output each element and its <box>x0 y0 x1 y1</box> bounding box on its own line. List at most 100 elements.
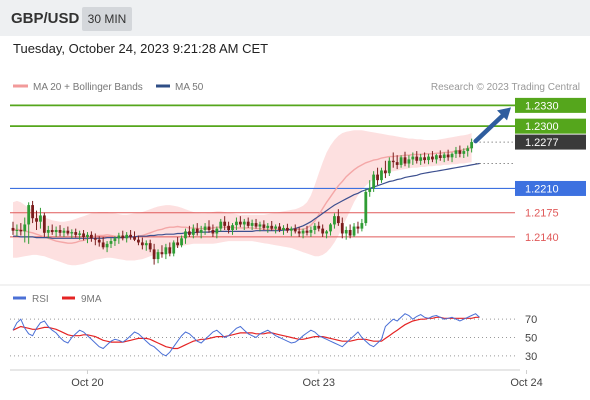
level-label-support1: 1.2175 <box>525 208 559 220</box>
candle-body <box>278 226 281 230</box>
candle-body <box>270 225 274 229</box>
candle-body <box>262 224 266 228</box>
rsi-line <box>12 313 480 357</box>
x-tick-label: Oct 24 <box>510 377 542 389</box>
candle-body <box>336 216 340 224</box>
candle-body <box>90 234 93 239</box>
forecast-arrow-shaft <box>473 111 508 144</box>
candle-body <box>219 221 223 229</box>
candle-body <box>148 243 152 250</box>
rsi-tick-label: 70 <box>525 314 537 326</box>
candle-body <box>356 226 360 229</box>
candle-body <box>164 247 168 255</box>
candle-body <box>203 226 207 230</box>
level-label-pivot: 1.2210 <box>525 183 559 195</box>
candle-body <box>399 157 403 165</box>
candle-body <box>246 221 250 226</box>
candle-body <box>329 224 332 232</box>
candle-body <box>297 231 301 234</box>
candle-body <box>431 156 434 160</box>
candle-body <box>317 225 321 229</box>
level-label-box-resistance1 <box>515 118 586 134</box>
candle-body <box>411 156 415 160</box>
candle-body <box>470 142 474 149</box>
candle-body <box>160 252 164 255</box>
candle-body <box>223 221 227 226</box>
candle-body <box>129 234 132 237</box>
level-label-resistance1: 1.2300 <box>525 121 559 133</box>
candle-body <box>466 148 470 152</box>
candle-body <box>105 243 109 248</box>
candle-body <box>227 225 230 230</box>
rsi-panel: 30 50 70 <box>10 313 537 363</box>
candle-body <box>184 231 187 239</box>
candle-body <box>301 230 305 234</box>
candle-body <box>250 223 254 226</box>
candle-body <box>82 233 85 237</box>
candle-body <box>54 230 58 233</box>
candle-body <box>144 243 148 246</box>
ma20-legend-label: MA 20 + Bollinger Bands <box>33 82 143 93</box>
candle-body <box>387 160 391 174</box>
candle-body <box>434 155 438 160</box>
candle-body <box>438 155 442 158</box>
candle-body <box>199 230 203 233</box>
candle-body <box>78 233 82 235</box>
candle-body <box>86 234 89 237</box>
candle-body <box>121 235 125 239</box>
candle-body <box>344 230 348 234</box>
candle-body <box>117 235 121 239</box>
level-label-box-pivot <box>515 180 586 196</box>
candle-body <box>380 170 383 181</box>
candle-body <box>321 228 325 234</box>
candle-body <box>415 156 419 161</box>
candle-body <box>364 191 368 224</box>
candle-body <box>35 218 38 222</box>
timeframe-button[interactable]: 30 MIN <box>82 7 132 31</box>
level-label-last: 1.2277 <box>525 137 559 149</box>
candle-body <box>31 205 34 219</box>
candle-body <box>70 232 74 234</box>
bollinger-band-area <box>13 130 472 266</box>
ma50-legend-label: MA 50 <box>175 82 204 93</box>
candle-body <box>23 224 27 232</box>
candle-body <box>11 227 15 231</box>
candle-body <box>19 230 23 232</box>
candle-body <box>172 242 176 254</box>
candle-body <box>215 228 219 234</box>
candle-body <box>125 234 129 239</box>
candle-body <box>442 154 446 158</box>
candle-body <box>191 228 195 235</box>
candle-body <box>188 231 191 235</box>
candle-body <box>93 238 97 240</box>
candle-body <box>58 230 62 233</box>
credit-text: Research © 2023 Trading Central <box>431 82 580 93</box>
candle-body <box>274 226 278 229</box>
candle-body <box>462 151 466 154</box>
candle-body <box>376 174 379 181</box>
candle-body <box>305 230 309 233</box>
candle-body <box>66 230 70 234</box>
candle-body <box>282 227 285 230</box>
candle-body <box>195 228 199 233</box>
candle-body <box>313 225 317 230</box>
candle-body <box>368 188 372 192</box>
candle-body <box>238 221 242 225</box>
candle-body <box>235 221 238 226</box>
level-label-resistance2: 1.2330 <box>525 100 559 112</box>
candle-body <box>384 170 387 174</box>
candle-body <box>289 228 293 231</box>
candle-body <box>62 230 66 233</box>
candle-body <box>286 227 289 231</box>
candle-body <box>458 150 462 154</box>
rsi-ma-line <box>12 316 480 350</box>
candle-body <box>27 205 31 225</box>
x-tick-label: Oct 23 <box>303 377 335 389</box>
candle-body <box>333 216 336 225</box>
candle-body <box>207 226 211 230</box>
candle-body <box>325 231 328 234</box>
candle-body <box>97 239 101 243</box>
candle-body <box>42 215 46 233</box>
candle-body <box>395 162 399 165</box>
